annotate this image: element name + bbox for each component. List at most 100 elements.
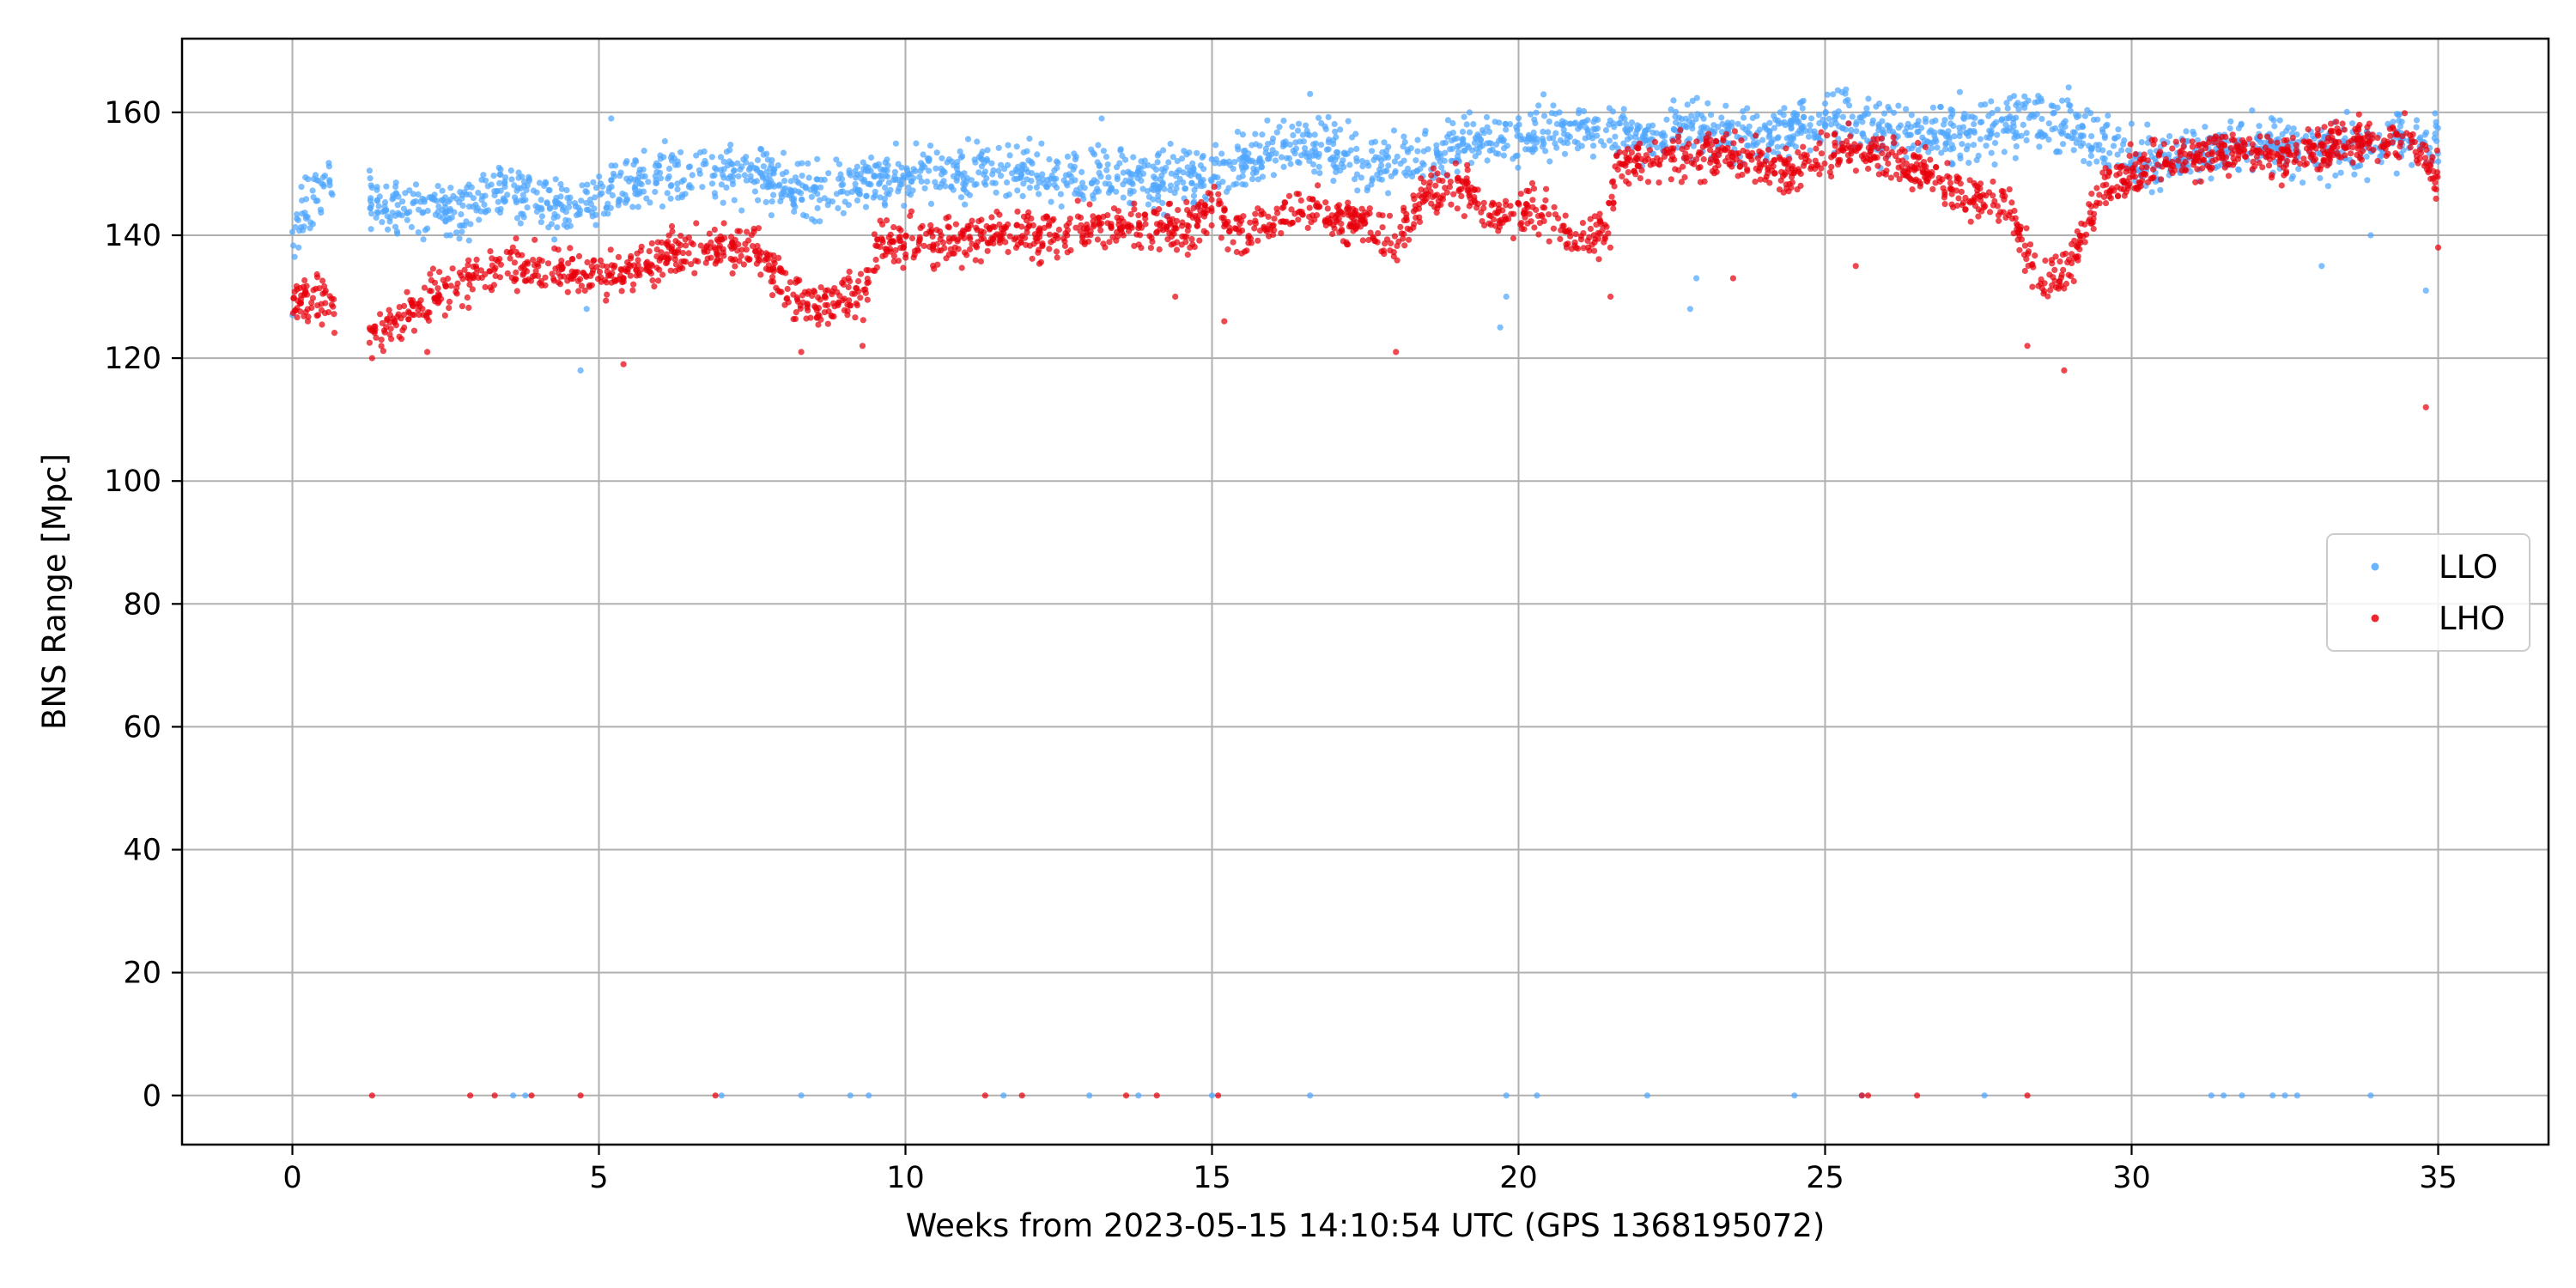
- data-point: [1489, 146, 1496, 153]
- data-point: [2249, 141, 2256, 148]
- data-point: [1843, 86, 1850, 93]
- outlier-point: [2367, 232, 2374, 239]
- data-point: [961, 234, 968, 241]
- data-point: [412, 181, 420, 188]
- data-point: [526, 178, 532, 185]
- data-point: [919, 222, 926, 229]
- data-point: [1390, 127, 1398, 134]
- data-point: [2417, 146, 2424, 153]
- data-point: [1187, 244, 1194, 251]
- data-point: [1036, 179, 1042, 186]
- data-point: [1366, 205, 1373, 212]
- outlier-point: [1693, 275, 1700, 282]
- data-point: [1874, 162, 1881, 169]
- data-point: [2314, 126, 2321, 133]
- data-point: [1264, 117, 1271, 124]
- data-point: [1144, 188, 1151, 195]
- data-point: [1337, 126, 1344, 133]
- data-point: [513, 288, 520, 295]
- data-point: [1559, 222, 1566, 229]
- data-point: [2422, 155, 2429, 161]
- data-point: [1982, 101, 1989, 108]
- data-point: [2059, 97, 2066, 104]
- data-point: [2076, 136, 2083, 143]
- data-point: [927, 143, 934, 149]
- data-point: [1728, 149, 1735, 156]
- data-point: [1388, 240, 1394, 246]
- data-point: [1479, 127, 1486, 134]
- data-point: [1270, 172, 1277, 179]
- data-point: [939, 155, 945, 161]
- data-point: [2183, 128, 2190, 135]
- data-point: [1472, 153, 1479, 160]
- data-point: [882, 173, 890, 179]
- data-point: [1103, 154, 1110, 161]
- data-point: [1847, 133, 1854, 140]
- data-point: [2069, 129, 2076, 136]
- data-point: [1020, 180, 1027, 187]
- data-point: [2050, 109, 2057, 116]
- data-point: [978, 216, 985, 223]
- data-point: [1886, 106, 1893, 113]
- data-point: [1326, 137, 1333, 143]
- data-point: [857, 170, 865, 178]
- data-point: [645, 179, 652, 185]
- data-point: [1120, 169, 1127, 176]
- data-point: [544, 200, 550, 207]
- data-point: [738, 163, 745, 170]
- data-point: [1061, 238, 1068, 245]
- data-point: [799, 196, 805, 203]
- outlier-point: [2318, 263, 2325, 270]
- data-point: [1608, 179, 1616, 185]
- data-point: [1292, 139, 1299, 146]
- data-point: [932, 179, 939, 185]
- data-point: [817, 176, 824, 183]
- data-point: [1668, 176, 1674, 183]
- data-point: [688, 185, 695, 191]
- data-point: [2219, 150, 2226, 157]
- data-point: [973, 224, 980, 231]
- data-point: [550, 276, 557, 283]
- outlier-point: [1307, 90, 1314, 97]
- outlier-point: [1098, 115, 1105, 122]
- data-point: [998, 173, 1005, 179]
- data-point: [615, 202, 622, 209]
- data-point: [495, 198, 501, 205]
- data-point: [1473, 136, 1480, 143]
- data-point: [1220, 160, 1227, 167]
- data-point: [1567, 120, 1575, 127]
- data-point: [793, 309, 799, 316]
- data-point: [966, 246, 974, 253]
- data-point: [434, 197, 440, 204]
- data-point: [926, 167, 933, 174]
- data-point: [388, 336, 395, 343]
- data-point: [2157, 186, 2164, 193]
- data-point: [631, 184, 638, 191]
- data-point: [294, 314, 301, 321]
- data-point: [900, 264, 907, 271]
- data-point: [841, 307, 848, 313]
- data-point: [1847, 157, 1854, 164]
- data-point: [2115, 126, 2122, 133]
- data-point: [1018, 174, 1024, 181]
- data-point: [1514, 152, 1521, 159]
- data-point: [2057, 274, 2064, 281]
- data-point: [1458, 178, 1466, 185]
- data-point: [564, 289, 571, 295]
- data-point: [1126, 179, 1133, 185]
- data-point: [1203, 196, 1210, 203]
- data-point: [1815, 112, 1822, 118]
- data-point: [482, 177, 489, 184]
- data-point: [1024, 228, 1030, 236]
- data-point: [1970, 142, 1978, 149]
- data-point: [2324, 183, 2331, 190]
- data-point: [1781, 105, 1788, 112]
- outlier-point: [295, 244, 302, 251]
- data-point: [1859, 131, 1866, 137]
- data-point: [847, 278, 854, 285]
- data-point: [1046, 231, 1053, 238]
- data-point: [785, 299, 792, 306]
- data-point: [1080, 196, 1087, 203]
- data-point: [1265, 213, 1272, 220]
- data-point: [1324, 205, 1331, 212]
